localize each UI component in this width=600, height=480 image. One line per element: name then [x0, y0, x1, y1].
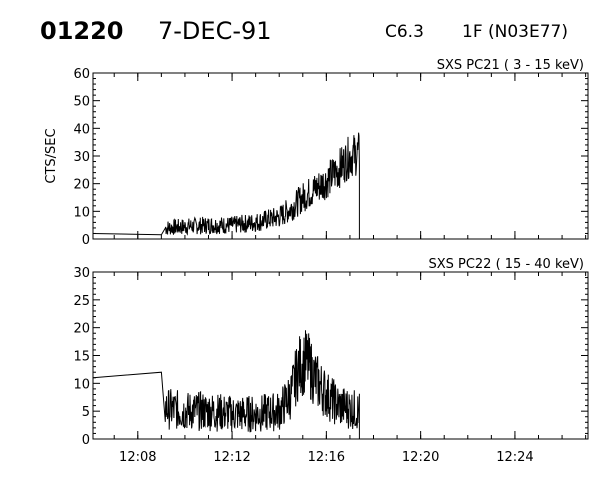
- goes-class: C6.3: [385, 22, 424, 42]
- series-line: [92, 330, 360, 439]
- y-tick-label: 40: [73, 122, 90, 137]
- y-tick-label: 50: [73, 95, 90, 110]
- y-tick-label: 30: [73, 266, 90, 281]
- y-tick-label: 20: [73, 178, 90, 193]
- y-tick-label: 0: [82, 233, 90, 248]
- x-tick-label: 12:20: [402, 450, 439, 465]
- y-tick-label: 5: [82, 405, 90, 420]
- series-line: [92, 132, 360, 239]
- event-id: 01220: [40, 17, 124, 45]
- y-tick-label: 0: [82, 433, 90, 448]
- y-tick-label: 20: [73, 322, 90, 337]
- y-tick-label: 10: [73, 377, 90, 392]
- y-tick-label: 60: [73, 67, 90, 82]
- panel-title: SXS PC22 ( 15 - 40 keV): [428, 257, 584, 272]
- optical-flare-location: 1F (N03E77): [462, 22, 568, 42]
- panel-title: SXS PC21 ( 3 - 15 keV): [437, 58, 584, 73]
- event-date: 7-DEC-91: [158, 17, 272, 45]
- y-tick-label: 10: [73, 205, 90, 220]
- y-tick-label: 30: [73, 150, 90, 165]
- y-tick-label: 15: [73, 350, 90, 365]
- x-tick-label: 12:12: [213, 450, 250, 465]
- y-axis-label: CTS/SEC: [44, 128, 59, 183]
- y-tick-label: 25: [73, 294, 90, 309]
- x-tick-label: 12:16: [308, 450, 345, 465]
- x-tick-label: 12:08: [119, 450, 156, 465]
- x-tick-label: 12:24: [496, 450, 533, 465]
